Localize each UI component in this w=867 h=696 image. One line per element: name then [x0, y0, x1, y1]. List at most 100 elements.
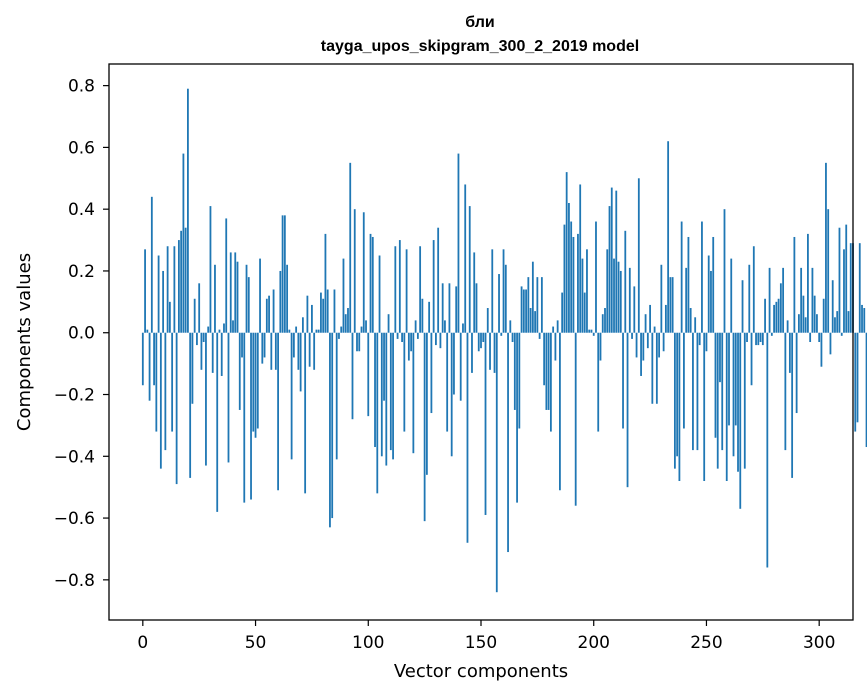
bar-124: [421, 298, 424, 333]
bar-237: [676, 332, 679, 457]
bar-248: [701, 221, 703, 333]
bar-288: [791, 332, 794, 478]
bar-30: [209, 206, 212, 333]
bar-178: [543, 332, 546, 386]
bar-238: [678, 332, 681, 481]
bar-86: [335, 332, 338, 460]
bar-63: [283, 215, 286, 333]
bar-139: [455, 286, 458, 333]
bar-95: [356, 332, 358, 352]
bar-98: [362, 212, 365, 333]
bar-313: [847, 311, 850, 333]
bar-156: [493, 332, 496, 373]
bar-157: [495, 332, 498, 593]
bar-81: [324, 233, 327, 333]
bar-134: [444, 320, 446, 333]
bar-132: [439, 332, 442, 349]
bar-60: [277, 332, 279, 491]
bar-45: [243, 332, 246, 503]
bar-215: [626, 332, 629, 488]
bar-64: [286, 264, 289, 333]
bar-12: [168, 301, 171, 333]
bar-234: [669, 277, 672, 333]
bar-11: [166, 246, 169, 333]
bar-321: [865, 332, 867, 448]
bar-47: [247, 277, 250, 333]
bar-100: [367, 332, 370, 417]
bar-206: [606, 249, 609, 333]
bar-193: [577, 233, 579, 333]
bar-244: [692, 332, 694, 451]
bar-301: [820, 332, 823, 367]
bar-42: [236, 261, 239, 333]
bar-111: [392, 332, 394, 460]
bar-229: [658, 332, 661, 358]
bar-104: [376, 332, 379, 494]
bar-89: [342, 258, 345, 333]
bar-27: [202, 332, 205, 342]
bar-162: [507, 332, 509, 553]
bar-201: [595, 221, 597, 333]
bar-123: [419, 246, 422, 333]
bar-297: [811, 267, 814, 333]
bar-284: [782, 267, 785, 333]
bar-112: [394, 246, 397, 333]
bar-276: [764, 298, 766, 333]
bar-26: [200, 332, 203, 370]
x-tick-label: 150: [465, 633, 497, 653]
chart-subtitle: tayga_upos_skipgram_300_2_2019 model: [321, 38, 639, 55]
bar-140: [457, 153, 460, 333]
bar-219: [635, 332, 638, 358]
bar-306: [831, 280, 834, 333]
bar-183: [554, 332, 557, 361]
bar-83: [329, 332, 331, 528]
bar-212: [619, 270, 622, 333]
bar-24: [196, 332, 198, 346]
bar-9: [162, 270, 165, 333]
bar-310: [840, 332, 843, 336]
bar-186: [561, 292, 564, 333]
bar-110: [389, 332, 392, 451]
bar-40: [232, 320, 234, 333]
y-tick-label: 0.8: [68, 77, 95, 97]
bar-299: [816, 314, 818, 333]
bar-213: [622, 332, 624, 429]
bar-307: [834, 317, 836, 333]
bar-107: [383, 332, 385, 401]
bar-302: [822, 298, 825, 333]
bar-13: [171, 332, 174, 432]
bar-137: [450, 332, 453, 457]
bar-113: [396, 332, 399, 339]
bar-203: [599, 332, 602, 361]
bar-224: [646, 332, 649, 349]
y-tick-label: −0.6: [54, 509, 95, 529]
y-tick-label: −0.4: [54, 447, 95, 467]
bar-92: [349, 162, 352, 333]
bar-314: [849, 243, 852, 333]
bar-295: [807, 233, 809, 333]
bar-281: [775, 301, 778, 333]
bar-79: [320, 292, 322, 333]
bar-230: [660, 264, 663, 333]
bar-289: [793, 236, 796, 333]
bar-118: [407, 332, 410, 361]
bar-32: [214, 264, 216, 333]
bar-59: [274, 332, 277, 370]
bar-221: [640, 332, 642, 376]
bar-53: [261, 332, 264, 364]
bar-267: [743, 332, 746, 469]
bar-6: [155, 332, 158, 432]
bar-255: [716, 332, 719, 469]
y-tick-label: −0.8: [54, 571, 95, 591]
bar-154: [489, 332, 491, 370]
bar-176: [538, 332, 541, 339]
bar-5: [153, 332, 155, 386]
bar-46: [245, 264, 248, 333]
bar-65: [288, 329, 291, 333]
bar-305: [829, 332, 832, 355]
bar-28: [205, 332, 207, 466]
bar-294: [804, 317, 807, 333]
bar-0: [141, 332, 144, 386]
bar-51: [256, 332, 259, 429]
